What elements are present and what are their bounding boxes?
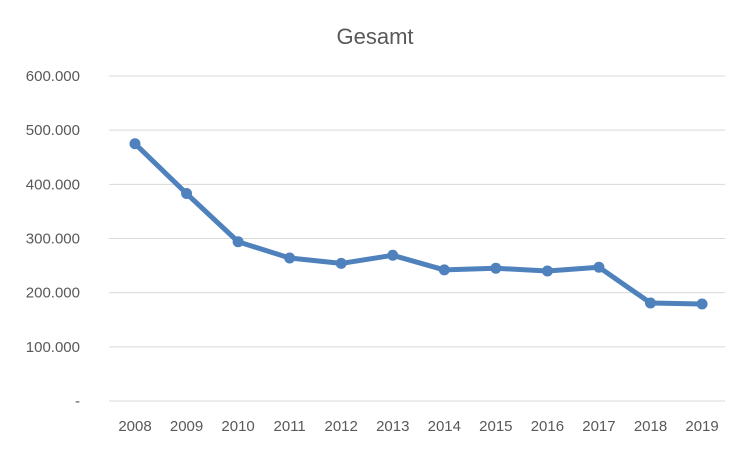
x-tick-label: 2017 xyxy=(582,418,615,435)
x-tick-label: 2010 xyxy=(221,418,254,435)
y-gridlines xyxy=(109,75,725,402)
x-tick-label: 2008 xyxy=(118,418,151,435)
y-tick-label: 600.000 xyxy=(26,68,80,85)
y-axis-tick-labels: - 100.000 200.000 300.000 400.000 500.000 600.… xyxy=(26,68,80,410)
data-point xyxy=(490,262,502,274)
x-tick-label: 2019 xyxy=(685,418,718,435)
y-tick-label: 400.000 xyxy=(26,176,80,193)
x-tick-label: 2011 xyxy=(274,418,306,435)
data-point xyxy=(593,261,605,273)
data-point xyxy=(387,249,399,261)
data-point xyxy=(335,257,347,269)
data-point xyxy=(438,264,450,276)
data-point xyxy=(129,138,141,150)
x-tick-label: 2012 xyxy=(325,418,358,435)
y-tick-label: 300.000 xyxy=(26,231,80,248)
y-tick-label: - xyxy=(75,393,80,410)
x-tick-label: 2015 xyxy=(479,418,512,435)
data-point xyxy=(284,252,296,264)
data-point xyxy=(696,298,708,310)
data-point xyxy=(645,297,656,309)
x-tick-label: 2016 xyxy=(531,418,564,435)
y-tick-label: 100.000 xyxy=(26,339,80,356)
series-group xyxy=(129,138,708,310)
data-point xyxy=(181,188,193,200)
data-point xyxy=(541,265,553,277)
y-tick-label: 500.000 xyxy=(26,122,80,139)
x-tick-label: 2013 xyxy=(376,418,409,435)
chart-title: Gesamt xyxy=(336,24,413,49)
x-axis-tick-labels: 2008 2009 2010 2011 2012 2013 2014 2015 2016 2017… xyxy=(118,418,718,435)
x-tick-label: 2014 xyxy=(428,418,461,435)
x-tick-label: 2018 xyxy=(634,418,667,435)
y-tick-label: 200.000 xyxy=(26,285,80,302)
data-point xyxy=(232,236,244,248)
series-line xyxy=(132,141,705,307)
x-tick-label: 2009 xyxy=(170,418,203,435)
